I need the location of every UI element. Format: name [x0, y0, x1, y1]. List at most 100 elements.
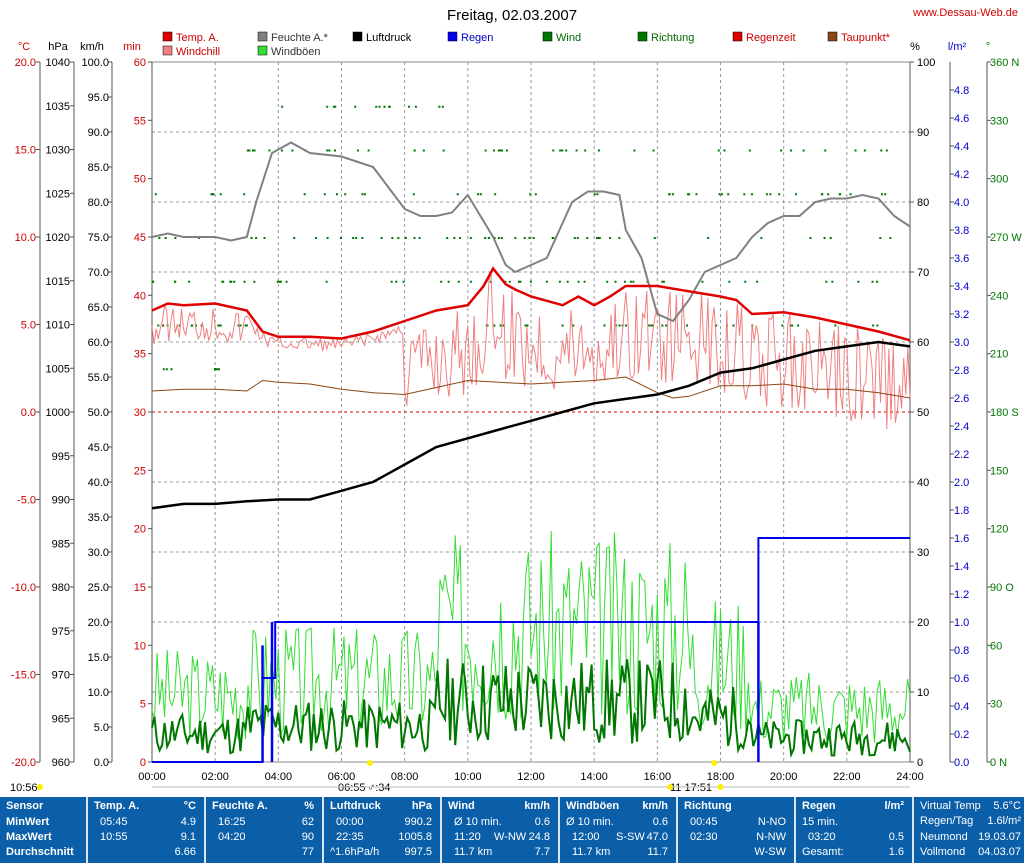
wind-direction-dot [756, 280, 759, 283]
axis-tick-label-rain: 2.4 [954, 421, 969, 433]
axis-tick-label-minutes: 55 [134, 115, 146, 127]
stats-regen-max-time: 03:20 [808, 831, 836, 843]
stats-wind-max-direction: W-NW [494, 831, 527, 843]
wind-direction-dot [715, 324, 718, 327]
axis-tick-label-temp: 10.0 [15, 232, 36, 244]
stats-wind-avg-value: 7.7 [534, 846, 550, 858]
wind-direction-dot [795, 193, 798, 196]
wind-direction-dot [857, 280, 860, 283]
axis-tick-label-direction: 120 [990, 524, 1008, 536]
wind-direction-dot [213, 368, 216, 371]
wind-direction-dot [583, 280, 586, 283]
legend-label: Temp. A. [176, 32, 219, 44]
wind-direction-dot [497, 149, 500, 152]
legend-swatch [162, 31, 173, 42]
legend-label: Feuchte A.* [271, 32, 329, 44]
x-tick-label: 24:00 [896, 771, 924, 783]
wind-direction-dot [157, 324, 160, 327]
axis-tick-label-rain: 3.8 [954, 225, 969, 237]
wind-direction-dot [418, 237, 421, 239]
axis-tick-label-minutes: 5 [140, 699, 146, 711]
axis-tick-label-speed: 85.0 [88, 162, 109, 174]
wind-direction-dot [268, 149, 271, 152]
wind-direction-dot [586, 237, 589, 239]
wind-direction-dot [701, 280, 704, 283]
wind-direction-dot [687, 193, 690, 196]
wind-direction-dot [829, 237, 832, 239]
stats-col-sensor: Sensor MinWert MaxWert Durchschnitt [0, 797, 88, 863]
stats-wind-max-time: 11:20 [454, 831, 481, 843]
wind-direction-dot [244, 324, 247, 327]
stats-feuchte-title: Feuchte A. [212, 800, 268, 812]
stats-wind-min-label: Ø 10 min. [454, 816, 502, 828]
axis-tick-label-speed: 5.0 [94, 722, 109, 734]
axis-tick-label-temp: -20.0 [11, 757, 36, 769]
x-tick-label: 04:00 [265, 771, 293, 783]
stats-col-regen: Regen l/m² 15 min. 03:20 0.5 Gesamt: 1.6 [796, 797, 914, 863]
wind-direction-dot [501, 149, 504, 152]
axis-tick-label-pressure: 1015 [46, 276, 70, 288]
axis-tick-label-minutes: 30 [134, 407, 146, 419]
stats-wind-unit: km/h [524, 800, 550, 812]
wind-direction-dot [339, 237, 342, 239]
wind-direction-dot [575, 149, 578, 152]
wind-direction-dot [695, 193, 698, 196]
wind-direction-dot [650, 324, 653, 327]
wind-direction-dot [834, 324, 837, 327]
axis-tick-label-rain: 2.0 [954, 477, 969, 489]
wind-direction-dot [629, 280, 632, 283]
wind-direction-dot [743, 193, 746, 196]
axis-tick-label-pressure: 1035 [46, 101, 70, 113]
wind-direction-dot [243, 193, 246, 196]
wind-direction-dot [469, 280, 472, 283]
wind-direction-dot [504, 280, 507, 283]
statistics-panel: Sensor MinWert MaxWert Durchschnitt Temp… [0, 797, 1024, 863]
stats-regen-unit: l/m² [884, 800, 904, 812]
stats-richtung-max-value: N-NW [756, 831, 786, 843]
stats-wind-max-value: 24.8 [528, 831, 550, 843]
wind-direction-dot [854, 149, 857, 152]
stats-feuchte-avg-value: 77 [301, 846, 314, 858]
wind-direction-dot [408, 105, 411, 108]
wind-direction-dot [219, 324, 222, 327]
stats-regen-tag-value: 1.6l/m² [987, 815, 1021, 827]
axis-tick-label-speed: 55.0 [88, 372, 109, 384]
wind-direction-dot [493, 324, 496, 327]
wind-direction-dot [728, 280, 731, 283]
wind-direction-dot [447, 280, 450, 283]
wind-direction-dot [532, 237, 535, 239]
luftdruck-line [151, 340, 911, 510]
axis-tick-label-speed: 15.0 [88, 652, 109, 664]
axis-tick-label-rain: 1.4 [954, 561, 969, 573]
legend-label: Regenzeit [746, 32, 796, 44]
wind-direction-dot [561, 324, 564, 327]
wind-direction-dot [648, 324, 651, 327]
legend-swatch [827, 31, 838, 42]
wind-direction-dot [158, 237, 161, 239]
axis-tick-label-minutes: 45 [134, 232, 146, 244]
axis-tick-label-rain: 1.0 [954, 617, 969, 629]
stats-col-windboeen: Windböen km/h Ø 10 min. 0.6 12:00 S-SW 47.0 … [560, 797, 678, 863]
stats-feuchte-min-value: 62 [301, 816, 314, 828]
axis-tick-label-speed: 45.0 [88, 442, 109, 454]
wind-direction-dot [486, 324, 489, 327]
wind-direction-dot [303, 193, 306, 196]
wind-direction-dot [717, 149, 720, 152]
axis-tick-label-rain: 0.6 [954, 673, 969, 685]
wind-direction-dot [573, 237, 576, 239]
wind-direction-dot [390, 280, 393, 283]
wind-direction-dot [383, 105, 386, 108]
unit-percent: % [910, 41, 920, 53]
wind-direction-dot [518, 280, 521, 283]
wind-direction-dot [218, 368, 221, 371]
axis-tick-label-minutes: 10 [134, 640, 146, 652]
wind-direction-dot [653, 237, 656, 239]
wind-direction-dot [876, 280, 879, 283]
wind-direction-dot [748, 149, 751, 152]
stats-windboeen-max-direction: S-SW [616, 831, 645, 843]
wind-direction-dot [880, 193, 883, 196]
site-link[interactable]: www.Dessau-Web.de [912, 7, 1018, 19]
wind-direction-dot [413, 237, 416, 239]
wind-direction-dot [280, 149, 283, 152]
moon-label: 11 17:51 [670, 782, 712, 794]
